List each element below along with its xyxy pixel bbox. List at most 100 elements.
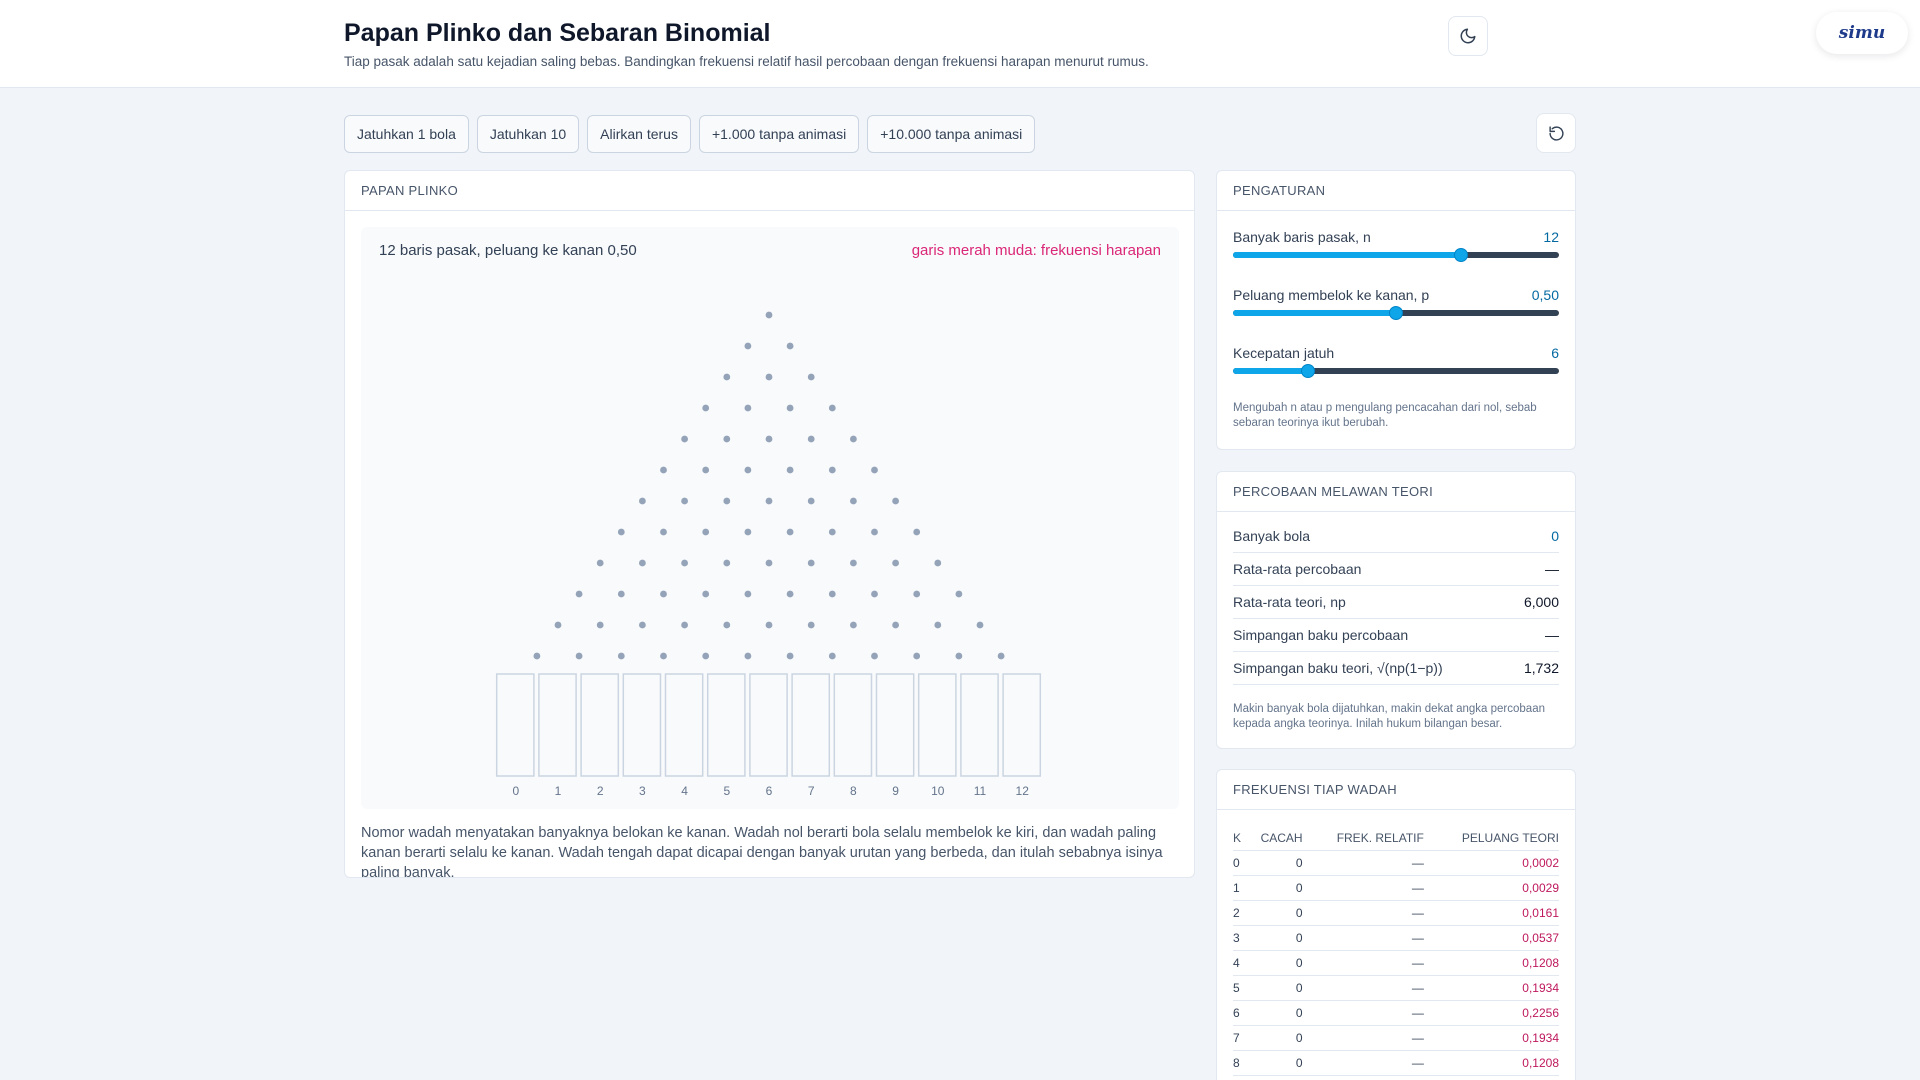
add-10000-button[interactable]: +10.000 tanpa animasi [867,115,1036,153]
peg [786,342,794,350]
rows-slider-fill [1233,252,1462,258]
stat-value: 6,000 [1523,594,1559,610]
bin-label: 4 [681,784,688,798]
relative-frequency-cell: — [1302,900,1424,926]
bin [960,673,999,777]
settings-note: Mengubah n atau p mengulang pencacahan d… [1233,402,1537,429]
peg [828,466,836,474]
peg [765,373,773,381]
peg [660,528,667,536]
stat-value: — [1545,627,1559,643]
rows-slider[interactable] [1233,248,1559,262]
stat-label: Rata-rata percobaan [1233,561,1362,577]
relative-frequency-cell: — [1302,925,1424,951]
peg [892,559,899,567]
relative-frequency-cell: — [1302,1000,1424,1026]
probability-slider-fill [1233,310,1396,316]
bin [791,673,831,777]
peg [723,373,731,381]
peg [807,435,815,443]
rows-slider-thumb[interactable] [1454,248,1469,262]
probability-slider[interactable] [1233,306,1559,320]
bin-label: 11 [974,784,987,798]
page-subtitle: Tiap pasak adalah satu kejadian saling b… [344,54,1149,69]
peg [660,466,667,474]
bin-number-cell: 2 [1233,900,1245,926]
bin-number-cell: 5 [1233,975,1245,1001]
column-header: CACAH [1244,826,1303,851]
plinko-board[interactable]: 12 baris pasak, peluang ke kanan 0,50 ga… [361,227,1179,809]
speed-setting-value: 6 [1551,345,1559,361]
stat-value: 0 [1551,528,1559,544]
table-row: 7 0—0,1934 [1233,1025,1559,1051]
peg [786,652,794,660]
peg [575,652,583,660]
speed-setting: Kecepatan jatuh 6 [1233,345,1559,385]
peg [786,528,794,536]
page-title: Papan Plinko dan Sebaran Binomial [344,19,771,47]
brand-text: simu [1838,23,1886,43]
theme-toggle-button[interactable] [1448,16,1488,56]
peg [639,497,646,505]
stream-balls-button[interactable]: Alirkan terus [587,115,691,153]
count-cell: 0 [1244,950,1303,976]
peg [702,652,710,660]
compare-note: Makin banyak bola dijatuhkan, makin deka… [1233,703,1545,730]
peg [765,497,773,505]
peg [744,528,752,536]
peg [955,652,963,660]
peg [723,621,731,629]
bin [622,673,662,777]
bin-number-cell: 3 [1233,925,1245,951]
bin-label: 1 [555,784,562,798]
table-row: 5 0—0,1934 [1233,975,1559,1001]
bin-number-cell: 6 [1233,1000,1245,1026]
peg [871,652,878,660]
peg [681,497,688,505]
add-1000-button[interactable]: +1.000 tanpa animasi [698,115,860,153]
peg [871,528,878,536]
bin-label: 6 [766,784,773,798]
settings-header: PENGATURAN [1217,171,1575,211]
board-info-left: 12 baris pasak, peluang ke kanan 0,50 [379,242,637,259]
drop-one-ball-button[interactable]: Jatuhkan 1 bola [344,115,469,153]
relative-frequency-cell: — [1302,975,1424,1001]
peg [786,590,794,598]
drop-ten-balls-button[interactable]: Jatuhkan 10 [476,115,580,153]
peg [660,652,667,660]
speed-slider[interactable] [1233,364,1559,378]
peg [850,621,857,629]
bin-label: 7 [808,784,815,798]
reset-button[interactable] [1536,113,1576,153]
peg [828,590,836,598]
stat-label: Banyak bola [1233,528,1311,544]
peg [744,404,752,412]
peg [617,590,625,598]
column-header: K [1233,826,1245,851]
theory-probability-cell: 0,1934 [1423,1025,1559,1051]
stat-value: — [1545,561,1559,577]
bin-number-cell: 1 [1233,875,1245,901]
peg [976,621,984,629]
rows-setting-label: Banyak baris pasak, n [1233,229,1371,245]
peg [850,497,857,505]
bin [538,673,577,777]
peg [828,528,836,536]
theory-probability-cell: 0,0002 [1423,850,1559,876]
peg [850,559,857,567]
peg [807,559,815,567]
peg [681,559,688,567]
brand-logo[interactable]: simu [1816,12,1908,54]
stat-value: 1,732 [1523,660,1559,676]
stat-mean-theory: Rata-rata teori, np 6,000 [1233,586,1559,619]
probability-slider-thumb[interactable] [1389,306,1403,320]
speed-slider-thumb[interactable] [1300,364,1315,378]
column-header: FREK. RELATIF [1302,826,1424,851]
table-row: 2 0—0,0161 [1233,900,1559,926]
relative-frequency-cell: — [1302,875,1424,901]
table-row: 8 0—0,1208 [1233,1050,1559,1076]
relative-frequency-cell: — [1302,1025,1424,1051]
peg [617,652,625,660]
probability-setting-label: Peluang membelok ke kanan, p [1233,287,1430,303]
relative-frequency-cell: — [1302,950,1424,976]
